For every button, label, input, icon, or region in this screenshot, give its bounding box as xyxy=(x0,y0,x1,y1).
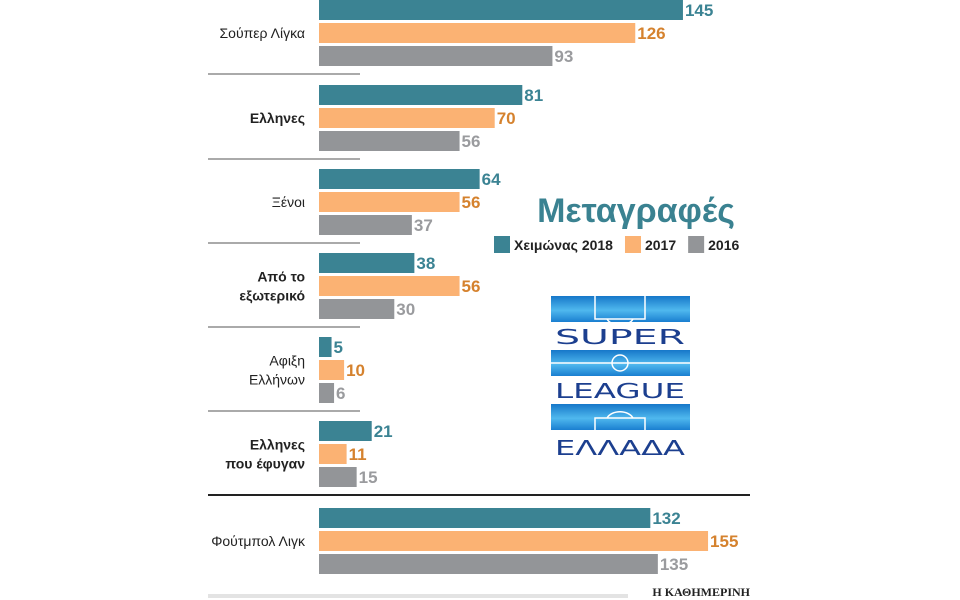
bar xyxy=(319,108,495,128)
logo-text: SUPER xyxy=(555,325,685,349)
data-label: 155 xyxy=(710,532,738,551)
logo-band xyxy=(551,296,690,322)
category-label: Ελλήνων xyxy=(249,372,305,388)
bar xyxy=(319,383,335,403)
bar xyxy=(319,337,332,357)
data-label: 11 xyxy=(349,445,367,464)
bar xyxy=(319,85,523,105)
legend-swatch xyxy=(624,236,641,253)
chart-title: Μεταγραφές xyxy=(537,192,735,230)
bar xyxy=(319,23,636,43)
data-label: 64 xyxy=(482,170,501,189)
bar xyxy=(319,467,357,487)
category-group: Ελληνες που έφυγαν 21 11 15 xyxy=(225,421,393,487)
data-label: 38 xyxy=(416,254,435,273)
category-label: Αφιξη xyxy=(269,353,305,369)
legend-label: Χειμώνας 2018 xyxy=(514,237,613,253)
category-label: Ξένοι xyxy=(272,194,305,210)
category-group: Σούπερ Λίγκα 145 126 93 xyxy=(220,0,713,66)
bar xyxy=(319,0,683,20)
data-label: 37 xyxy=(414,216,433,235)
data-label: 93 xyxy=(554,47,573,66)
legend-label: 2016 xyxy=(708,237,739,253)
data-label: 30 xyxy=(396,300,415,319)
bar xyxy=(319,253,415,273)
data-label: 81 xyxy=(524,86,543,105)
category-group: Από το εξωτερικό 38 56 30 xyxy=(239,253,480,319)
data-label: 6 xyxy=(336,384,345,403)
data-label: 15 xyxy=(359,468,378,487)
data-label: 21 xyxy=(374,422,393,441)
bar xyxy=(319,554,658,574)
category-label: εξωτερικό xyxy=(239,288,305,304)
legend-swatch xyxy=(494,236,510,253)
bar xyxy=(319,360,345,380)
super-league-logo: SUPER LEAGUE ΕΛΛΑΔΑ xyxy=(551,296,690,460)
bar xyxy=(319,46,553,66)
data-label: 56 xyxy=(462,193,481,212)
bar xyxy=(319,531,709,551)
category-label: Από το xyxy=(257,269,305,285)
data-label: 70 xyxy=(497,109,516,128)
category-label: Ελληνες xyxy=(250,110,305,126)
data-label: 135 xyxy=(660,555,688,574)
category-group: Ελληνες 81 70 56 xyxy=(250,85,543,151)
data-label: 56 xyxy=(462,277,481,296)
logo-text: LEAGUE xyxy=(555,379,685,403)
category-label: Ελληνες xyxy=(250,437,305,453)
data-label: 145 xyxy=(685,1,713,20)
category-label: Φούτμπολ Λιγκ xyxy=(211,533,306,549)
category-label: Σούπερ Λίγκα xyxy=(220,25,305,41)
legend-label: 2017 xyxy=(645,237,676,253)
bar xyxy=(319,131,460,151)
logo-band xyxy=(551,404,690,430)
footer-brand: Η ΚΑΘΗΜΕΡΙΝΗ xyxy=(652,585,750,599)
bar xyxy=(319,299,395,319)
bar xyxy=(319,421,372,441)
category-group: Φούτμπολ Λιγκ 132 155 135 xyxy=(211,508,738,574)
data-label: 5 xyxy=(334,338,343,357)
bar xyxy=(319,444,347,464)
logo-text: ΕΛΛΑΔΑ xyxy=(555,436,686,460)
legend: Χειμώνας 2018 2017 2016 xyxy=(494,236,739,253)
data-label: 56 xyxy=(462,132,481,151)
category-label: που έφυγαν xyxy=(225,456,305,472)
data-label: 10 xyxy=(346,361,365,380)
data-label: 132 xyxy=(652,509,680,528)
bar xyxy=(319,508,651,528)
data-label: 126 xyxy=(637,24,665,43)
bar xyxy=(319,192,460,212)
bar xyxy=(319,215,412,235)
bar xyxy=(319,276,460,296)
bar xyxy=(319,169,480,189)
legend-swatch xyxy=(688,236,705,253)
